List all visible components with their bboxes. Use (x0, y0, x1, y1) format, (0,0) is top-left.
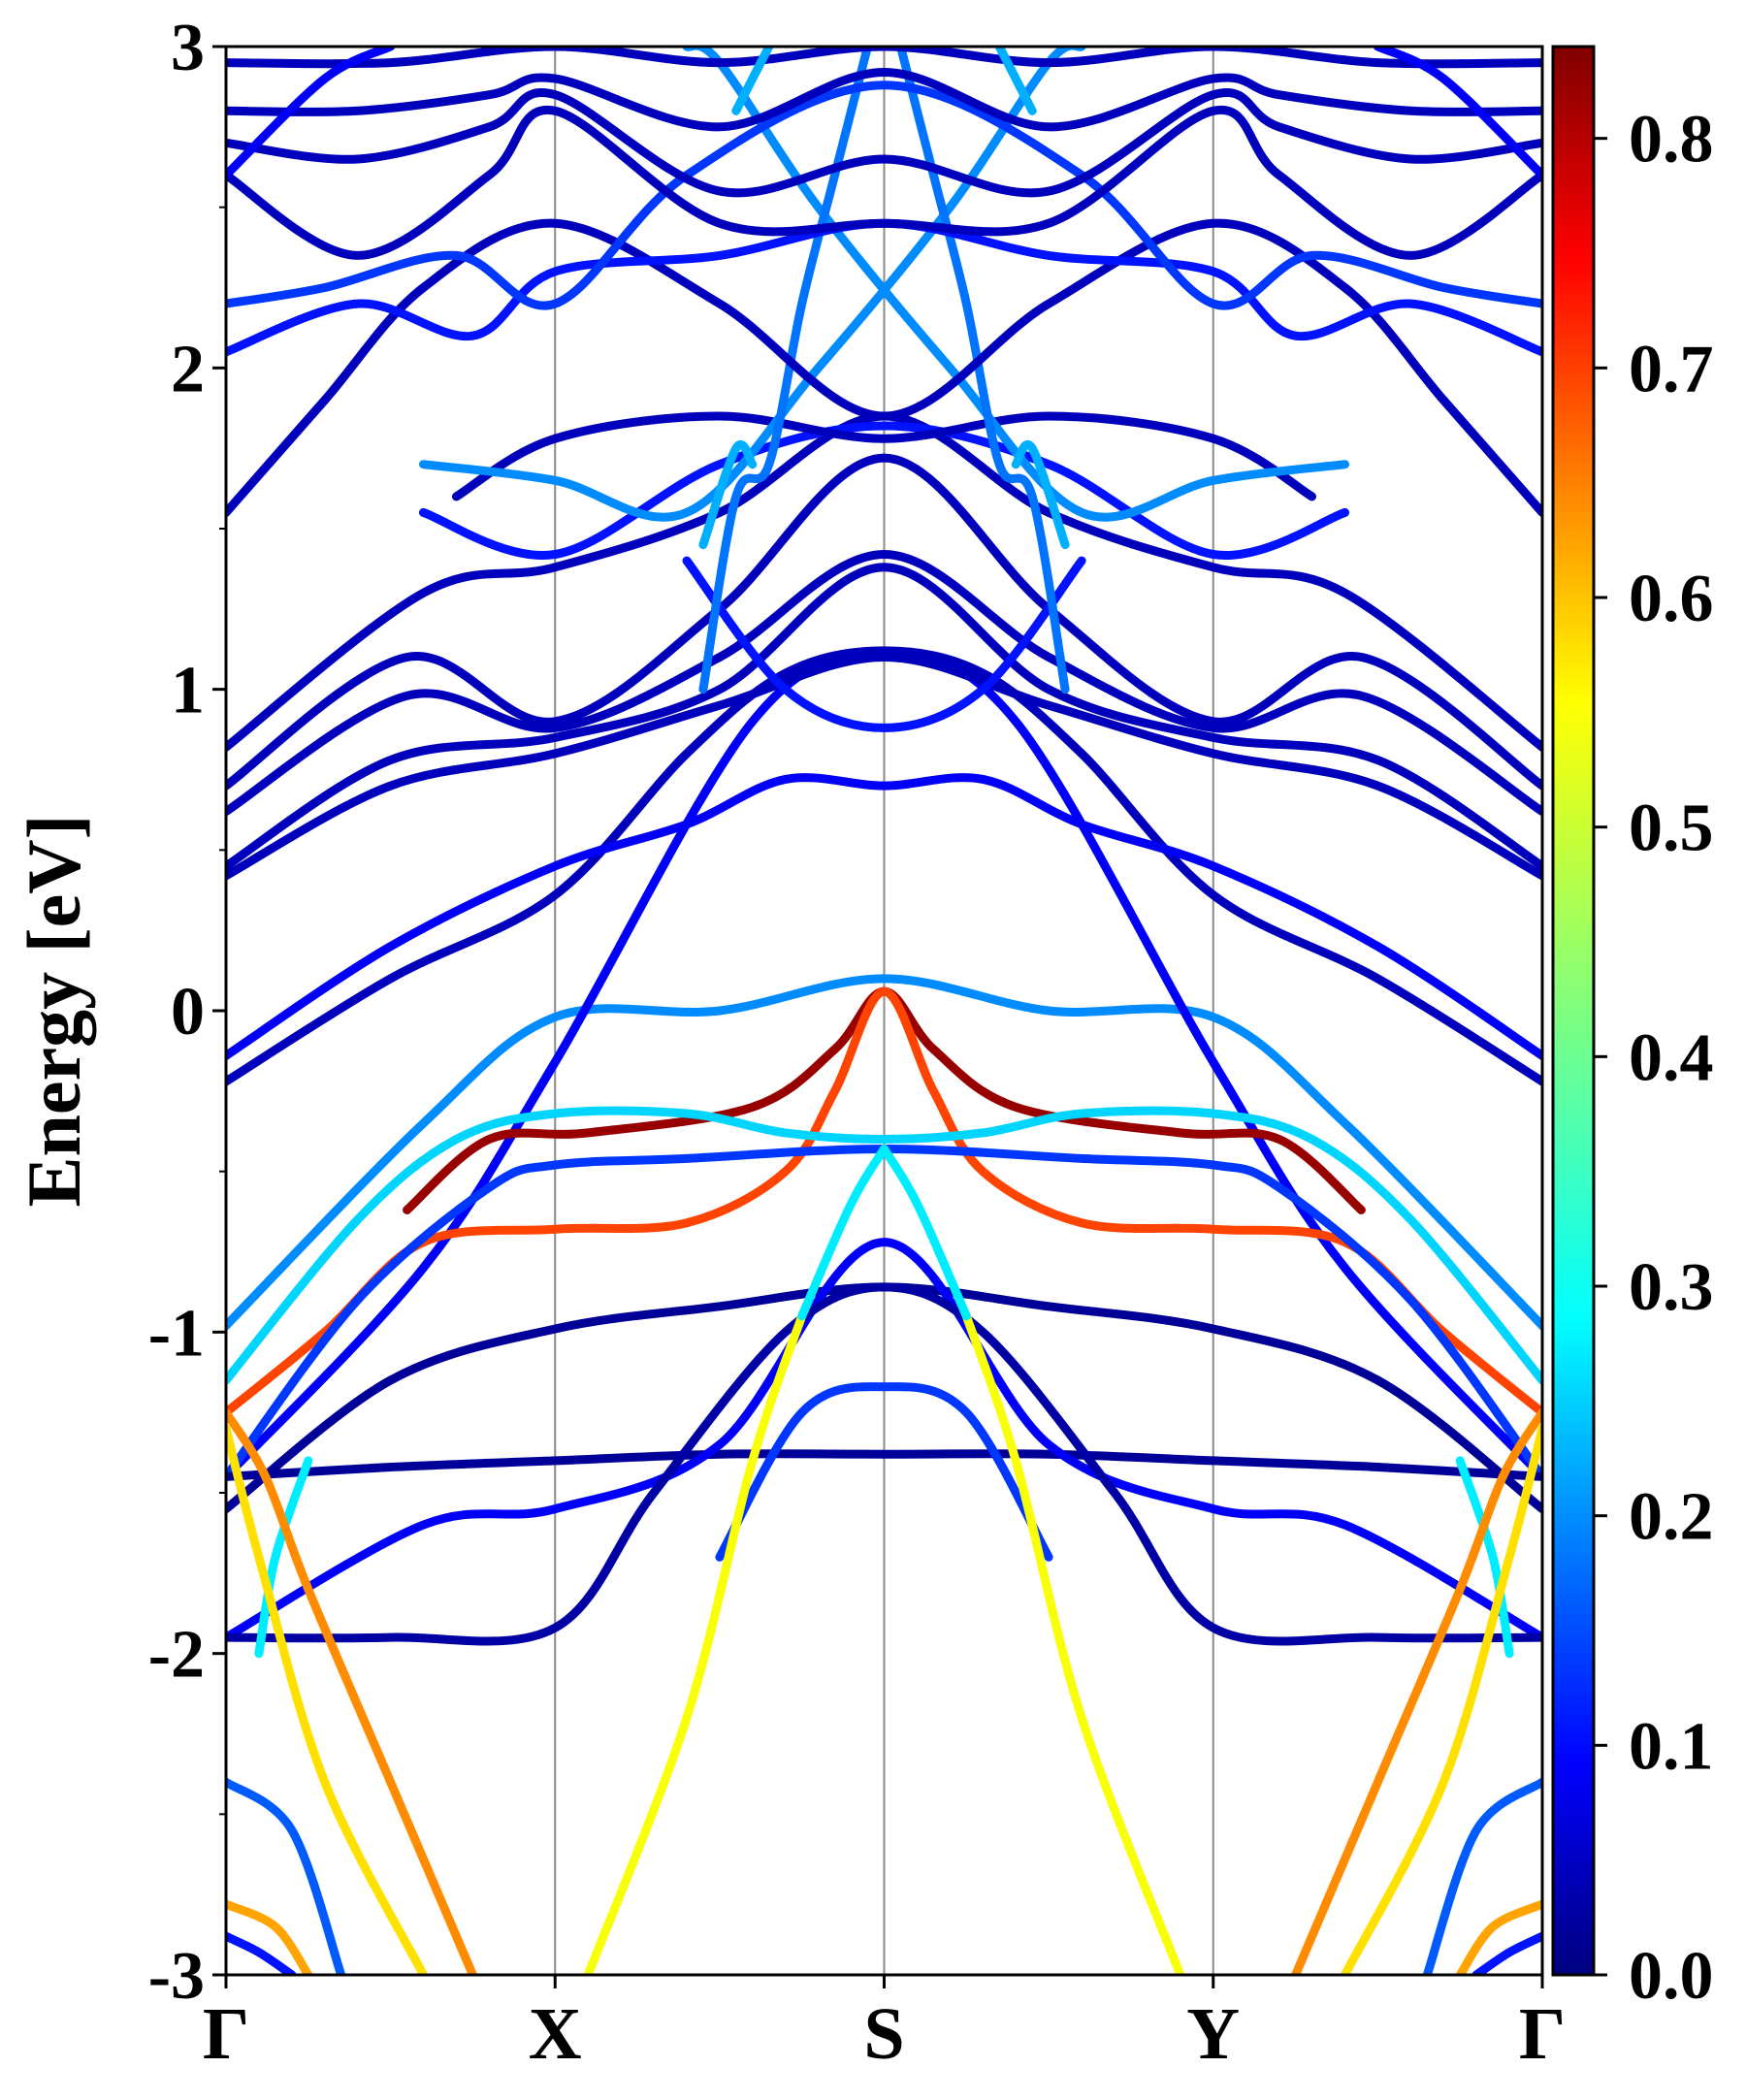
y-tick-label: 1 (171, 654, 205, 728)
band-line (226, 773, 1542, 1060)
band-line (1011, 440, 1070, 550)
x-tick-label: X (529, 1993, 582, 2075)
band-line (226, 550, 1542, 817)
band-line (254, 1456, 313, 1659)
band-line (226, 453, 1542, 791)
x-tick-label: S (863, 1993, 904, 2075)
y-axis-label: Energy [eV] (12, 814, 96, 1207)
colorbar-tick-label: 0.7 (1629, 332, 1714, 406)
band-line (994, 47, 1037, 115)
band-line (226, 1106, 1542, 1385)
band-line (226, 1777, 346, 1975)
band-line (698, 440, 758, 550)
x-tick-label: Y (1186, 1993, 1240, 2075)
colorbar-tick-label: 0.4 (1629, 1020, 1714, 1095)
colorbar-tick-label: 0.5 (1629, 792, 1714, 866)
band-line (452, 411, 1316, 501)
y-tick-label: -2 (148, 1618, 205, 1693)
colorbar (1551, 45, 1596, 1977)
x-tick-label: Γ (203, 1993, 249, 2075)
band-line (583, 1311, 807, 1975)
colorbar-tick-label: 0.0 (1629, 1939, 1714, 2014)
band-line (1455, 1899, 1542, 1975)
band-line (226, 47, 1542, 69)
colorbar-tick-label: 0.8 (1629, 103, 1714, 178)
colorbar-tick-label: 0.6 (1629, 562, 1714, 636)
band-line (896, 47, 1070, 695)
band-line (226, 974, 1542, 1331)
colorbar-tick-label: 0.1 (1629, 1709, 1714, 1784)
band-line (715, 1382, 1053, 1562)
band-line (226, 88, 1542, 198)
band-line (226, 986, 1542, 1417)
band-line (226, 1931, 297, 1975)
band-line (226, 1449, 1542, 1481)
band-line (226, 646, 1542, 1086)
colorbar-tick-label: 0.3 (1629, 1250, 1714, 1325)
band-line (880, 1145, 971, 1321)
band-line (731, 47, 774, 115)
band-line (1341, 1424, 1542, 1975)
band-line (226, 1282, 1542, 1646)
band-line (226, 563, 1542, 871)
band-line (961, 1311, 1185, 1975)
y-axis: 3 2 1 0 -1 -2 -3 (148, 11, 226, 2014)
band-line (797, 1145, 889, 1321)
band-line (226, 81, 1542, 310)
y-tick-label: -3 (148, 1939, 205, 2014)
band-line (419, 421, 1349, 561)
band-line (1455, 1456, 1514, 1659)
kpoint-grid (554, 47, 1214, 1975)
band-lines (226, 47, 1542, 1975)
band-line (226, 1424, 428, 1975)
y-tick-label: 3 (171, 11, 205, 85)
band-line (698, 47, 872, 695)
y-tick-label: -1 (148, 1296, 205, 1371)
band-line (226, 47, 396, 179)
y-tick-label: 2 (171, 332, 205, 406)
band-line (226, 1238, 1542, 1642)
y-tick-label: 0 (171, 975, 205, 1050)
band-line (226, 1899, 313, 1975)
colorbar-ticks: 0.0 0.1 0.2 0.3 0.4 0.5 0.6 0.7 0.8 (1594, 103, 1714, 2014)
band-line (682, 556, 1086, 732)
band-line (226, 68, 1542, 132)
band-line (1373, 47, 1542, 179)
band-line (1422, 1777, 1542, 1975)
band-line (226, 1407, 477, 1975)
colorbar-tick-label: 0.2 (1629, 1480, 1714, 1555)
x-tick-label: Γ (1519, 1993, 1566, 2075)
band-line (226, 653, 1542, 881)
band-line (1291, 1407, 1542, 1975)
band-line (226, 105, 1542, 260)
band-line (1471, 1931, 1542, 1975)
